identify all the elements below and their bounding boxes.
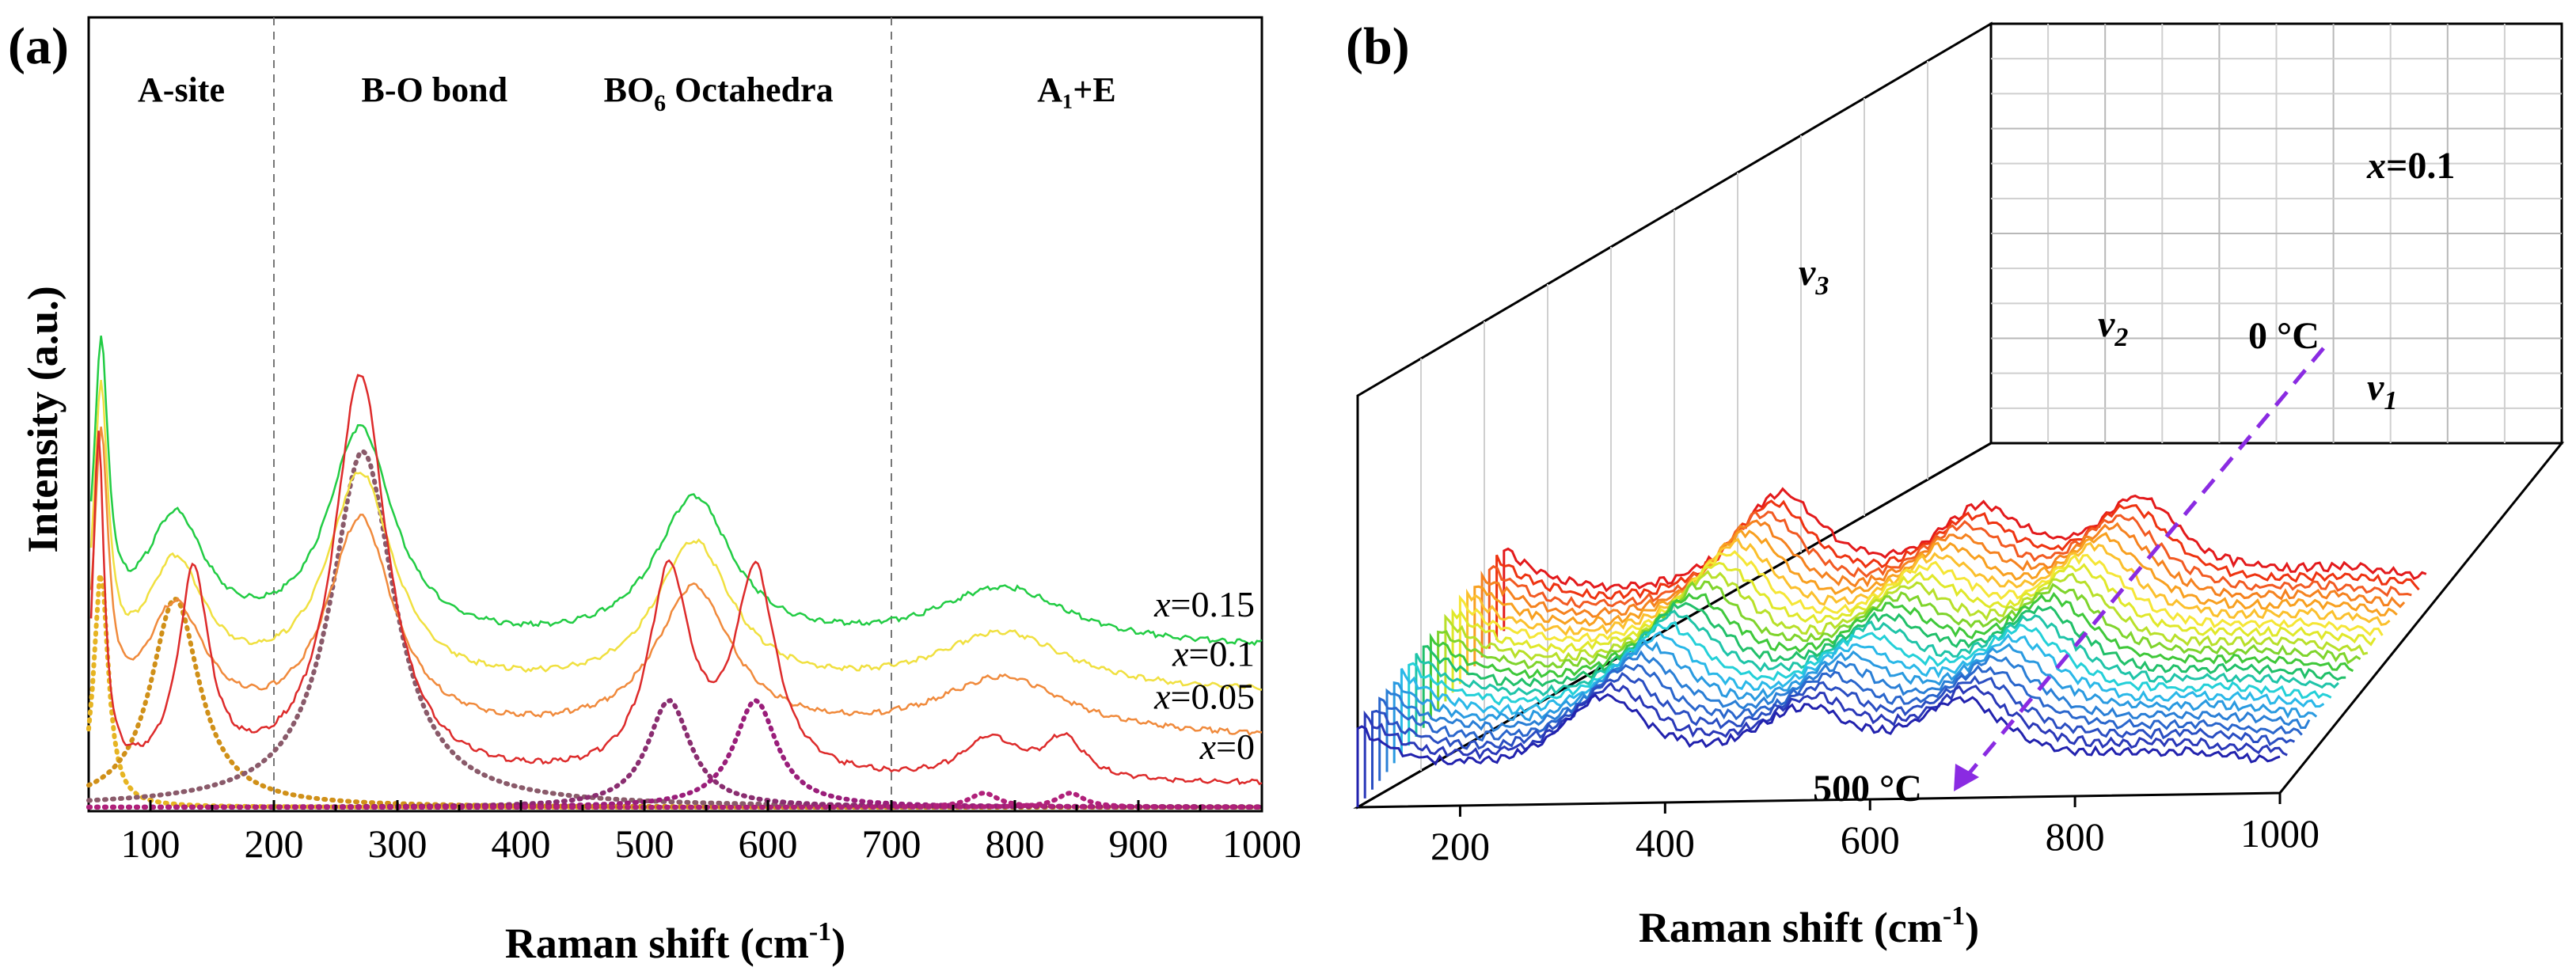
x-tick-label: 800 [986,821,1045,866]
series-label: x=0.15 [1153,584,1255,624]
mode-label: v1 [2367,366,2397,415]
fitted-component [86,447,1262,810]
spectra [89,336,1263,786]
spectrum-line [89,379,1263,691]
x-tick-label: 100 [121,821,180,866]
temperature-trace [1408,620,2332,746]
series-label: x=0 [1199,727,1255,767]
x-tick-label: 500 [615,821,674,866]
spectrum-line [89,427,1263,737]
temperature-trace [1356,692,2281,807]
temperature-trace [1378,663,2303,781]
x-tick-label: 300 [368,821,427,866]
temperature-trace [1487,510,2412,649]
fitted-component [86,790,1262,810]
panel-a: (a) A-site B-O bond BO6 Octahedra A₁+E x=0.… [8,16,1301,967]
temperature-trace [1422,601,2346,728]
panel-b: (b) 200 400 600 800 1000 x=0.1 v3 v2 v1 0 °C 500 … [1346,17,2565,951]
x-tick-label: 600 [1841,818,1900,862]
x-tick-label: 400 [1636,821,1695,865]
temperature-trace [1480,519,2406,658]
fitted-component [86,698,1262,810]
panel-b-xlabel: Raman shift (cm-1) [1639,901,1979,951]
temperature-trace [1371,671,2296,790]
x-tick-label: 600 [739,821,798,866]
temperature-traces [1356,487,2427,807]
x-tick-label: 700 [862,821,921,866]
region-label: B-O bond [361,70,507,109]
x-tick-label: 900 [1109,821,1168,866]
fitted-component [86,574,1262,810]
x-tick-label: 1000 [2240,811,2320,855]
temperature-trace [1473,529,2398,666]
fitted-components [86,447,1262,810]
temperature-trace [1392,641,2318,764]
spectrum-line [89,374,1263,786]
panel-a-xlabel: Raman shift (cm-1) [505,917,845,967]
x-tick-label: 400 [492,821,551,866]
region-label: A-site [138,70,225,109]
temperature-trace [1400,631,2325,755]
region-label: A₁+E [1037,70,1115,109]
temperature-trace [1495,499,2420,640]
floor [1353,442,2565,809]
region-dividers [273,17,892,811]
series-label: x=0.05 [1153,676,1255,716]
series-label: x=0.1 [1172,634,1255,674]
spectrum-line [89,336,1263,647]
temperature-trace [1385,650,2311,772]
temperature-trace [1466,537,2391,675]
mode-label: v2 [2098,303,2128,352]
panel-b-letter: (b) [1346,17,1410,75]
fitted-component [86,596,1262,810]
temperature-trace [1451,561,2377,693]
x-tick-label: 200 [1430,824,1490,868]
panel-a-ylabel: Intensity (a.u.) [19,286,66,553]
fitted-component [86,697,1262,810]
temperature-trace [1458,549,2384,685]
panel-a-letter: (a) [8,17,69,75]
temperature-end-label: 500 °C [1813,768,1922,810]
x-tick-label: 1000 [1222,821,1301,866]
x-tick-label: 200 [245,821,304,866]
mode-label: v3 [1799,252,1829,301]
region-label: BO6 Octahedra [604,70,834,116]
temperature-start-label: 0 °C [2248,315,2320,357]
x-tick-label: 800 [2046,814,2105,859]
temperature-trace [1429,591,2354,719]
temperature-trace [1363,681,2288,799]
series-labels: x=0.15 x=0.1x=0.05 x=0 [1153,584,1255,767]
x-ticks-3d: 200 400 600 800 1000 [1430,793,2320,868]
temperature-trace [1415,609,2339,737]
temperature-arrow [1966,347,2325,777]
temperature-arrowhead [1954,764,1979,791]
3d-box [1353,21,2565,810]
x-ticks: 100 200 300 400 500 600 700 800 900 1000 [121,800,1301,866]
region-labels: A-site B-O bond BO6 Octahedra A₁+E [138,70,1116,116]
temperature-trace [1437,580,2361,711]
composition-label: x=0.1 [2366,145,2455,187]
panel-a-frame [87,16,1263,813]
temperature-trace [1444,570,2369,702]
annotations: x=0.1 v3 v2 v1 0 °C 500 °C [1799,145,2455,810]
